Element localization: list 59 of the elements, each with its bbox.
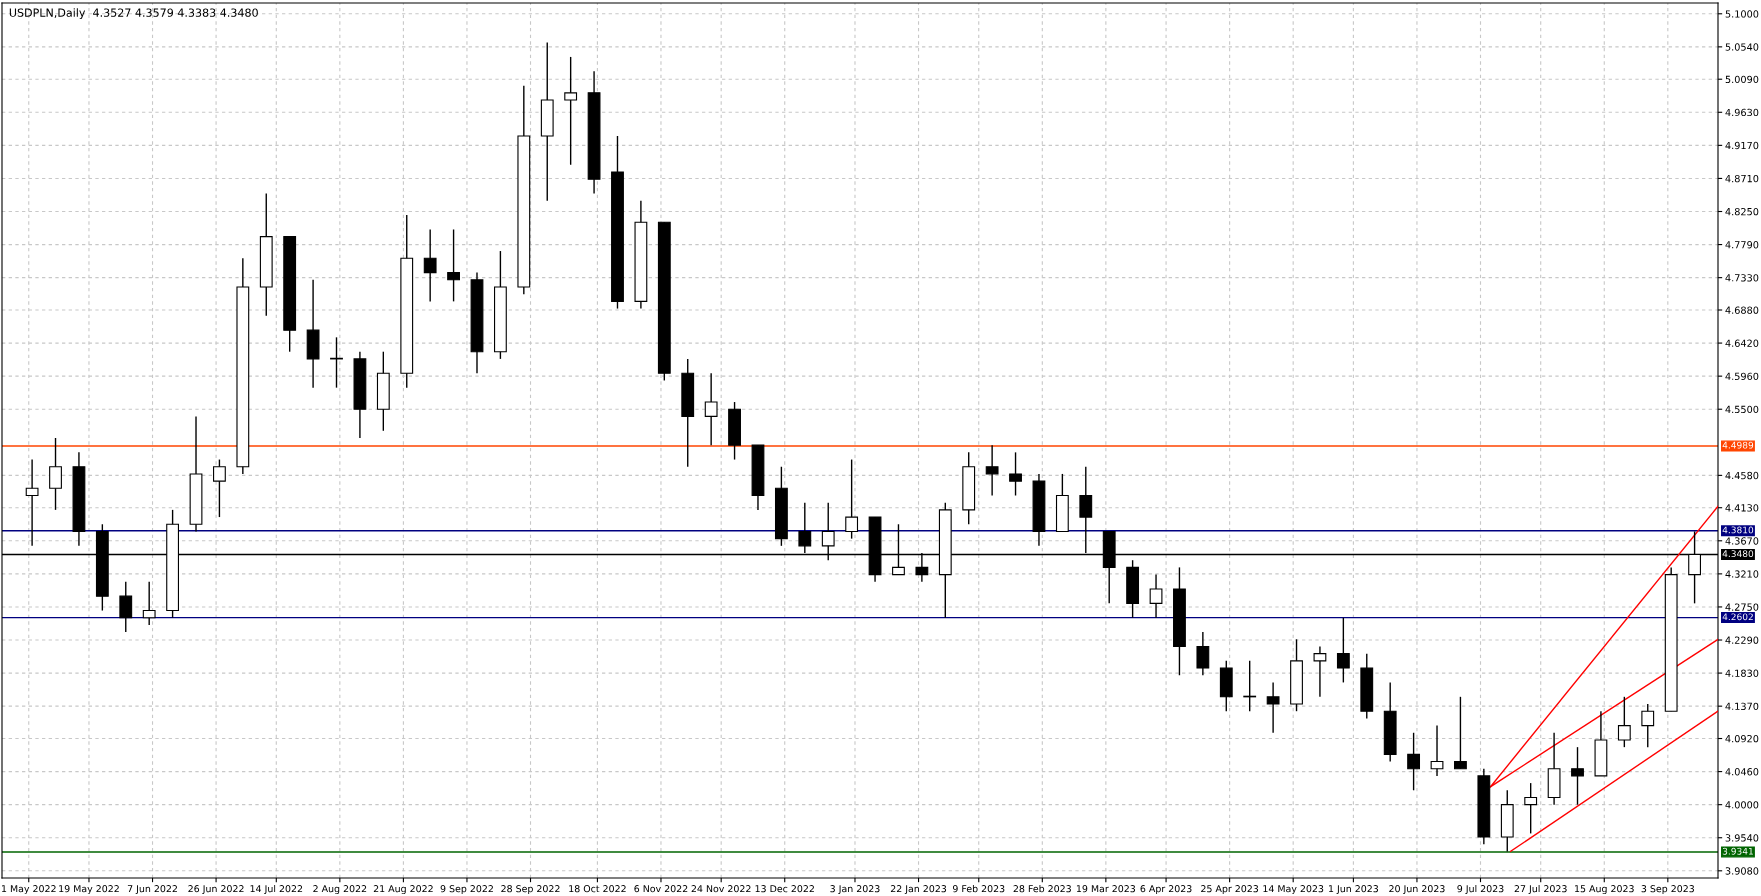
x-tick-label: 9 Feb 2023 — [952, 884, 1005, 893]
ref-line-label: 4.3810 — [1722, 526, 1754, 534]
x-tick-label: 24 Nov 2022 — [691, 885, 751, 893]
y-tick-label: 4.0920 — [1725, 735, 1759, 743]
x-tick-label: 27 Jul 2023 — [1514, 884, 1567, 895]
x-tick-label: 21 Aug 2022 — [373, 885, 433, 895]
y-tick-label: 4.6880 — [1725, 306, 1759, 314]
y-tick-label: 4.9630 — [1725, 108, 1759, 117]
x-tick-label: 22 Jan 2023 — [890, 885, 947, 895]
y-tick-label: 4.0460 — [1725, 768, 1759, 776]
y-tick-label: 3.9540 — [1725, 834, 1759, 842]
y-tick-label: 4.6420 — [1725, 339, 1759, 347]
x-tick-label: 1 May 2022 — [2, 885, 56, 895]
y-tick-label: 4.5960 — [1725, 372, 1759, 380]
x-tick-label: 26 Jun 2022 — [188, 885, 244, 895]
x-tick-label: 1 Jun 2023 — [1329, 885, 1379, 895]
y-tick-label: 5.1000 — [1725, 10, 1759, 18]
ref-line-label: 4.2602 — [1722, 613, 1753, 621]
y-tick-label: 4.5500 — [1725, 405, 1759, 414]
y-tick-label: 5.0090 — [1725, 75, 1759, 84]
x-tick-label: 3 Jan 2023 — [830, 885, 880, 895]
x-tick-label: 2 Aug 2022 — [313, 885, 367, 895]
x-tick-label: 3 Sep 2023 — [1641, 885, 1694, 895]
y-tick-label: 4.7790 — [1725, 241, 1759, 249]
x-tick-label: 25 Apr 2023 — [1201, 885, 1259, 895]
x-tick-label: 28 Feb 2023 — [1013, 884, 1071, 893]
y-tick-label: 4.0000 — [1725, 801, 1759, 809]
x-tick-label: 19 May 2022 — [59, 885, 119, 895]
chart-title: USDPLN,Daily 4.3527 4.3579 4.3383 4.3480 — [9, 8, 258, 19]
x-tick-label: 15 Aug 2023 — [1575, 885, 1634, 895]
x-tick-label: 18 Oct 2022 — [569, 885, 626, 893]
ref-line-label: 4.3480 — [1722, 550, 1754, 558]
y-tick-label: 4.8250 — [1725, 207, 1759, 216]
x-tick-label: 9 Sep 2022 — [440, 885, 493, 895]
y-tick-label: 4.2290 — [1725, 636, 1759, 644]
y-tick-label: 5.0540 — [1725, 43, 1759, 51]
y-tick-label: 4.4130 — [1725, 504, 1759, 512]
ref-line-label: 4.4989 — [1722, 441, 1754, 449]
y-tick-label: 4.3670 — [1725, 537, 1759, 545]
x-tick-label: 19 Mar 2023 — [1076, 885, 1136, 893]
x-tick-label: 7 Jun 2022 — [127, 885, 177, 895]
y-tick-label: 4.1830 — [1725, 669, 1759, 677]
y-tick-label: 4.7330 — [1725, 274, 1759, 282]
y-tick-label: 4.9170 — [1725, 141, 1759, 150]
x-tick-label: 14 Jul 2022 — [250, 884, 303, 895]
ref-line-label: 3.9341 — [1722, 847, 1753, 855]
x-tick-label: 14 May 2023 — [1263, 885, 1324, 895]
y-tick-label: 4.3210 — [1725, 570, 1759, 578]
y-tick-label: 3.9080 — [1725, 867, 1759, 875]
y-tick-label: 4.4580 — [1725, 471, 1759, 480]
x-tick-label: 28 Sep 2022 — [501, 885, 560, 895]
x-tick-label: 13 Dec 2022 — [755, 885, 814, 893]
x-tick-label: 9 Jul 2023 — [1457, 884, 1504, 895]
x-tick-label: 6 Apr 2023 — [1140, 885, 1192, 895]
y-tick-label: 4.2750 — [1725, 603, 1759, 611]
x-tick-label: 20 Jun 2023 — [1389, 885, 1445, 895]
y-tick-label: 4.1370 — [1725, 702, 1759, 710]
y-tick-label: 4.8710 — [1725, 174, 1759, 183]
x-tick-label: 6 Nov 2022 — [634, 885, 688, 893]
